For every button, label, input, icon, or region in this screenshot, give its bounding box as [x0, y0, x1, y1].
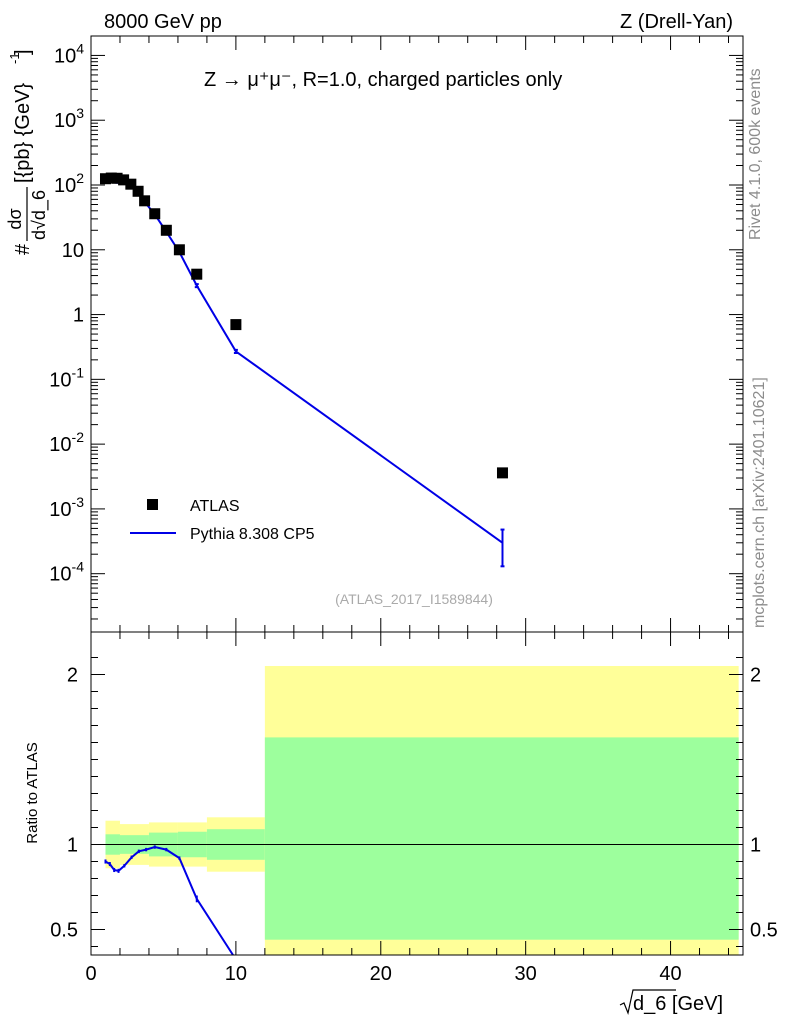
legend-mc-label: Pythia 8.308 CP5: [190, 526, 315, 543]
atlas-data-point: [132, 185, 144, 197]
atlas-data-point: [191, 268, 203, 280]
mcplots-label: mcplots.cern.ch [arXiv:2401.10621]: [751, 377, 768, 628]
ylabel-prefix: #: [12, 243, 34, 255]
ratio-y-tick-label: 2: [67, 665, 78, 687]
x-axis-label-root: [619, 989, 676, 1016]
legend: ATLAS Pythia 8.308 CP5: [130, 498, 315, 543]
ylabel-exponent: -1: [7, 52, 22, 64]
atlas-data-point: [230, 319, 242, 331]
atlas-data-point: [125, 178, 137, 190]
ratio-x-tick-label: 10: [225, 963, 247, 985]
main-y-tick-label: 10: [62, 240, 84, 262]
x-axis-label-text: d_6 [GeV]: [633, 993, 723, 1015]
ratio-y-axis-label: Ratio to ATLAS: [24, 742, 41, 843]
atlas-data-point: [139, 195, 151, 207]
main-y-tick-label: 104: [54, 40, 84, 67]
main-frame: [90, 35, 744, 633]
ratio-axis-ticks: [90, 632, 743, 955]
watermark: (ATLAS_2017_I1589844): [335, 591, 493, 607]
atlas-data-point: [105, 172, 117, 184]
header-right-label: Z (Drell-Yan): [620, 11, 733, 33]
ratio-x-tick-label: 30: [515, 963, 537, 985]
main-y-tick-label: 103: [54, 105, 84, 132]
ylabel-denominator: d√d_6: [29, 190, 50, 240]
header-left-label: 8000 GeV pp: [104, 11, 222, 33]
ylabel-numerator: dσ: [5, 208, 25, 229]
ratio-y-tick-label: 0.5: [50, 920, 78, 942]
main-y-tick-label: 10-4: [49, 559, 84, 586]
atlas-data-point: [173, 244, 185, 256]
rivet-label: Rivet 4.1.0, 600k events: [747, 68, 764, 240]
ratio-inner-band: [264, 737, 739, 940]
ratio-y-tick-label: 1: [67, 835, 78, 857]
atlas-data-point: [149, 208, 161, 220]
main-y-tick-label: 1: [73, 305, 84, 327]
atlas-data-point: [160, 224, 172, 236]
ratio-x-tick-label: 40: [659, 963, 681, 985]
ratio-x-tick-label: 0: [85, 963, 96, 985]
atlas-data-point: [118, 174, 130, 186]
main-y-tick-label: 10-3: [49, 494, 84, 521]
ylabel-units: [{pb} {GeV}: [12, 83, 34, 183]
ratio-series-group: [104, 845, 234, 956]
legend-atlas-label: ATLAS: [190, 498, 240, 515]
legend-atlas-marker: [147, 499, 158, 510]
atlas-data-point: [111, 172, 123, 184]
ratio-panel: 0.5 0.51 12 20 10 20 30 40 Ratio to ATLAS: [24, 631, 778, 986]
ylabel-close: ]: [12, 49, 34, 55]
main-series-group: [99, 172, 508, 568]
main-y-tick-label: 10-1: [49, 364, 84, 391]
ratio-bands-group: [91, 666, 743, 955]
ratio-y-tick-label-right: 2: [750, 665, 761, 687]
ratio-tick-labels: 0.5 0.51 12 20 10 20 30 40: [50, 665, 778, 986]
ratio-y-tick-label-right: 0.5: [750, 920, 778, 942]
x-axis-label: d_6 [GeV]: [619, 989, 723, 1016]
atlas-data-point: [496, 467, 508, 479]
main-axis-ticks: [90, 36, 743, 632]
main-title: Z → μ⁺μ⁻, R=1.0, charged particles only: [204, 69, 562, 91]
ratio-x-tick-label: 20: [370, 963, 392, 985]
atlas-data-point: [99, 173, 111, 185]
ratio-y-tick-label-right: 1: [750, 835, 761, 857]
main-y-axis-label: # dσ d√d_6 [{pb} {GeV} -1 ]: [5, 49, 50, 255]
main-y-tick-label: 10-2: [49, 429, 84, 456]
main-y-tick-label: 102: [54, 170, 84, 197]
